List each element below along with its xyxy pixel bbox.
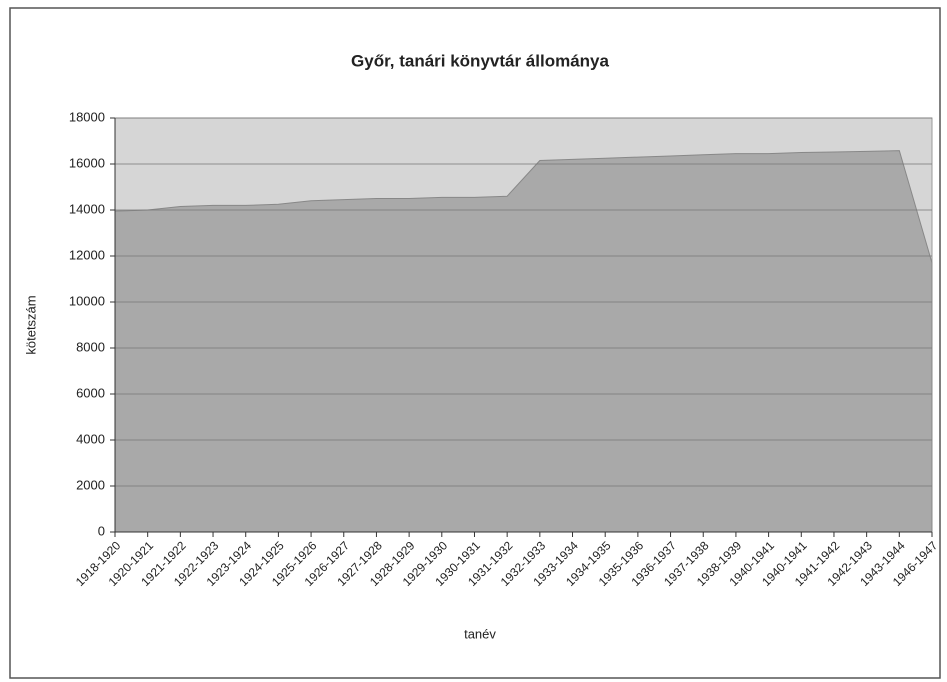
y-tick-label: 2000 <box>76 477 105 492</box>
chart-title: Győr, tanári könyvtár állománya <box>351 51 609 70</box>
y-tick-label: 10000 <box>69 293 105 308</box>
y-tick-label: 6000 <box>76 385 105 400</box>
y-axis-label: kötetszám <box>23 295 38 354</box>
y-tick-label: 14000 <box>69 201 105 216</box>
x-axis-label: tanév <box>464 626 496 641</box>
y-tick-label: 12000 <box>69 247 105 262</box>
y-tick-label: 16000 <box>69 155 105 170</box>
y-tick-label: 8000 <box>76 339 105 354</box>
y-tick-label: 0 <box>98 523 105 538</box>
y-tick-label: 4000 <box>76 431 105 446</box>
area <box>114 150 933 533</box>
y-tick-label: 18000 <box>69 109 105 124</box>
